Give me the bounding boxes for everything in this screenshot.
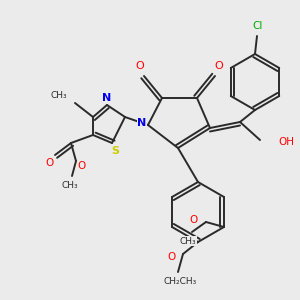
Text: O: O [214,61,224,71]
Text: CH₃: CH₃ [180,236,196,245]
Text: S: S [111,146,119,156]
Text: Cl: Cl [253,21,263,31]
Text: O: O [190,215,198,225]
Text: CH₃: CH₃ [50,91,67,100]
Text: O: O [136,61,144,71]
Text: N: N [137,118,147,128]
Text: OH: OH [278,137,294,147]
Text: O: O [78,161,86,171]
Text: O: O [168,252,176,262]
Text: CH₃: CH₃ [62,181,78,190]
Text: O: O [45,158,53,168]
Text: N: N [102,93,112,103]
Text: CH₂CH₃: CH₂CH₃ [164,278,196,286]
